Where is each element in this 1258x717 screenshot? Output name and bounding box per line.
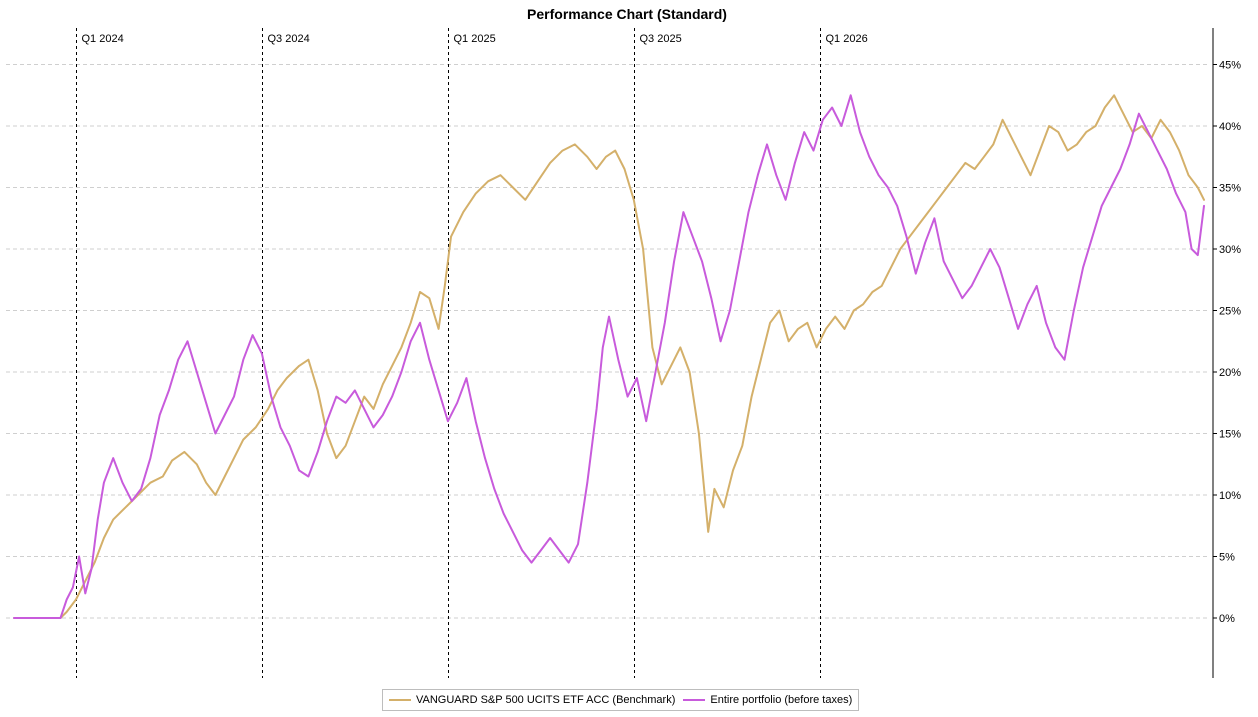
y-tick-label-45: 45% xyxy=(1219,60,1241,72)
legend-label-portfolio: Entire portfolio (before taxes) xyxy=(710,694,853,706)
y-tick-label-35: 35% xyxy=(1219,183,1241,195)
y-tick-label-10: 10% xyxy=(1219,490,1241,502)
legend-label-benchmark: VANGUARD S&P 500 UCITS ETF ACC (Benchmar… xyxy=(416,694,676,706)
chart-title: Performance Chart (Standard) xyxy=(527,6,727,22)
quarter-label-0: Q1 2024 xyxy=(82,33,124,45)
legend-swatch-benchmark xyxy=(389,699,411,701)
y-tick-label-5: 5% xyxy=(1219,552,1235,564)
quarter-markers: Q1 2024 Q3 2024 Q1 2025 Q3 2025 Q1 2026 xyxy=(76,28,868,678)
y-tick-label-0: 0% xyxy=(1219,613,1235,625)
y-tick-label-20: 20% xyxy=(1219,367,1241,379)
y-axis: 0% 5% 10% 15% 20% 25% 30% 35% 40% 45% xyxy=(1212,28,1241,678)
quarter-label-2: Q1 2025 xyxy=(454,33,496,45)
quarter-label-3: Q3 2025 xyxy=(640,33,682,45)
legend-entry-portfolio[interactable]: Entire portfolio (before taxes) xyxy=(683,694,852,706)
gridlines xyxy=(6,64,1207,619)
y-tick-label-15: 15% xyxy=(1219,429,1241,441)
y-tick-label-30: 30% xyxy=(1219,244,1241,256)
y-tick-label-25: 25% xyxy=(1219,306,1241,318)
quarter-label-1: Q3 2024 xyxy=(268,33,310,45)
series-lines xyxy=(13,94,1205,619)
series-line-1 xyxy=(13,94,1205,619)
quarter-label-4: Q1 2026 xyxy=(826,33,868,45)
y-tick-label-40: 40% xyxy=(1219,121,1241,133)
legend-swatch-portfolio xyxy=(683,699,706,701)
chart-legend: VANGUARD S&P 500 UCITS ETF ACC (Benchmar… xyxy=(382,689,860,711)
legend-entry-benchmark[interactable]: VANGUARD S&P 500 UCITS ETF ACC (Benchmar… xyxy=(389,694,675,706)
